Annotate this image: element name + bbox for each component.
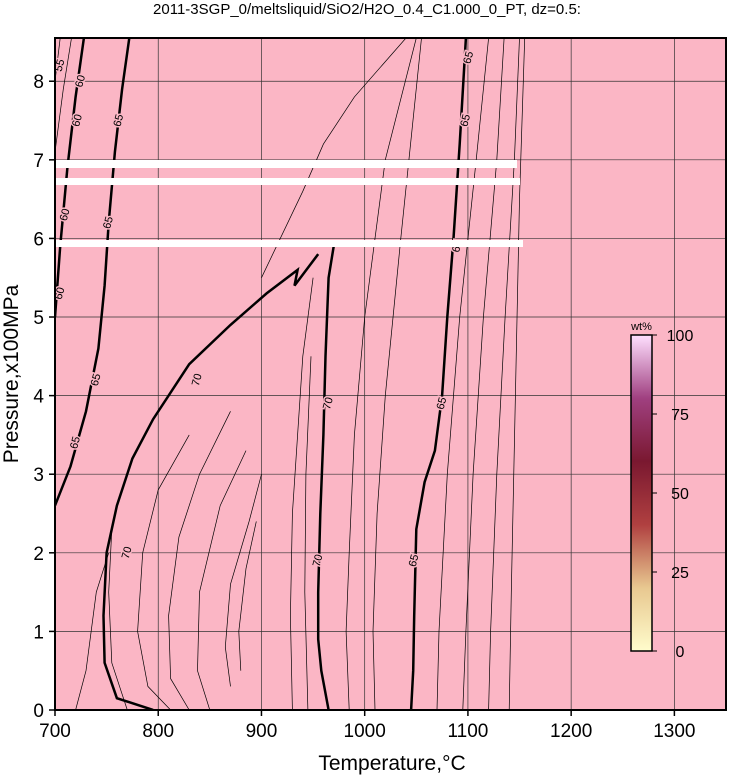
colorbar-tick-label: 50 — [671, 486, 689, 503]
contour-line — [224, 474, 262, 687]
y-tick-label: 0 — [33, 701, 44, 722]
y-tick-label: 5 — [33, 308, 44, 329]
colorbar-tick-label: 0 — [676, 644, 685, 661]
gap — [55, 160, 517, 168]
missing-rows — [55, 160, 523, 247]
colorbar: wt% 0 25 50 75 100 — [630, 321, 693, 661]
major-contour — [316, 246, 335, 710]
x-tick-label: 1100 — [447, 721, 488, 742]
contour-line — [345, 38, 417, 710]
x-tick-label: 1200 — [550, 721, 592, 742]
colorbar-tick-label: 25 — [671, 565, 689, 582]
contour-line — [168, 411, 231, 710]
contour-line — [488, 38, 520, 710]
colorbar-scale — [630, 334, 653, 652]
plot-frame — [54, 37, 727, 711]
contour-label: 65 — [68, 435, 83, 450]
contour-line — [372, 38, 422, 710]
contour-label: 65 — [89, 372, 104, 387]
contour-line — [75, 552, 110, 710]
x-tick-label: 900 — [246, 721, 278, 742]
x-tick-label: 1000 — [344, 721, 386, 742]
x-tick-label: 1300 — [653, 721, 695, 742]
contour-line — [304, 356, 312, 710]
y-tick-label: 8 — [33, 72, 44, 93]
contour-label: 70 — [311, 553, 326, 568]
contour-line — [238, 521, 257, 671]
y-tick-label: 2 — [33, 544, 44, 565]
y-tick-label: 7 — [33, 151, 44, 172]
major-contour — [55, 38, 131, 507]
contour-label: 60 — [58, 207, 73, 222]
contour-line — [197, 450, 247, 710]
gap — [55, 240, 523, 247]
colorbar-label: wt% — [630, 321, 652, 333]
contour-line — [137, 434, 190, 710]
y-tick-label: 4 — [33, 387, 44, 408]
contour-line — [462, 38, 505, 710]
contour-line — [508, 38, 526, 710]
major-contour — [409, 38, 468, 710]
contour-line — [290, 277, 314, 710]
contour-label: 65 — [458, 113, 473, 128]
contour-label: 70 — [120, 545, 135, 560]
y-axis-label: Pressure,x100MPa — [0, 284, 23, 463]
contour-line — [108, 529, 128, 710]
contour-label: 65 — [407, 553, 422, 568]
colorbar-tick-label: 100 — [667, 328, 694, 345]
gap — [55, 178, 520, 185]
x-axis-label: Temperature,°C — [318, 752, 465, 775]
contour-label: 70 — [321, 396, 336, 411]
contour-label: 65 — [435, 396, 450, 411]
x-tick-label: 800 — [142, 721, 174, 742]
contour-line — [261, 38, 407, 278]
background — [55, 38, 726, 710]
contour-label: 65 — [461, 50, 476, 65]
contour-line — [55, 38, 72, 153]
chart-title: 2011-3SGP_0/meltsliquid/SiO2/H2O_0.4_C1.… — [153, 1, 581, 18]
y-tick-label: 1 — [33, 622, 44, 643]
contour-line — [436, 38, 489, 710]
contour-label: 60 — [73, 74, 88, 89]
y-tick-label: 6 — [33, 229, 44, 250]
colorbar-tick-label: 75 — [671, 407, 689, 424]
x-tick-label: 700 — [39, 721, 71, 742]
y-tick-label: 3 — [33, 465, 44, 486]
contour-label: 65 — [112, 113, 127, 128]
contour-label: 60 — [70, 113, 85, 128]
contour-label: 65 — [101, 215, 116, 230]
contour-label: 70 — [190, 372, 205, 387]
plot-area: 556060606065656565707070706565656565 — [55, 38, 726, 710]
major-contour — [102, 253, 320, 710]
